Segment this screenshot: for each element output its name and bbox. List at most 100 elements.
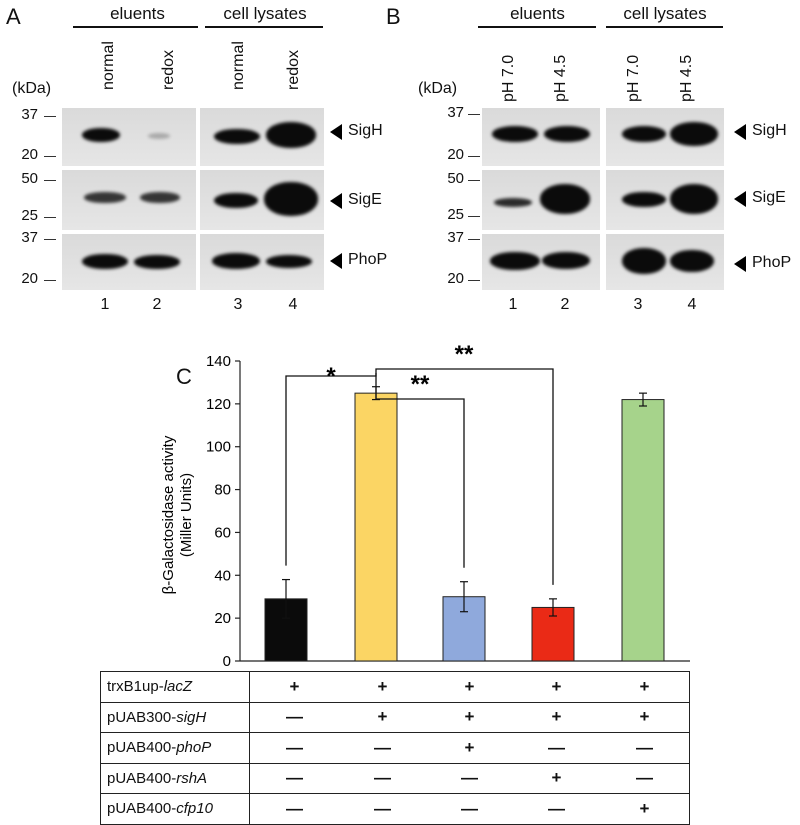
panel-b-lysates-header: cell lysates — [623, 4, 707, 23]
panel-a-protein-sigh: SigH — [348, 122, 383, 139]
panel-b-marker-25: 25 — [447, 206, 464, 223]
y-tick-label: 20 — [214, 610, 231, 627]
blot-b-lysates-sige — [606, 170, 724, 230]
blot-a-eluents-sige — [62, 170, 196, 230]
panel-a-lysates-header: cell lysates — [223, 4, 307, 23]
table-row: pUAB300-sigH — + + + + — [100, 701, 690, 733]
band — [494, 198, 532, 207]
panel-a-kda-label: (kDa) — [12, 80, 52, 97]
table-cell: + — [426, 701, 513, 733]
panel-b-lane-number: 3 — [633, 296, 643, 313]
row-label: pUAB300-sigH — [100, 701, 250, 733]
panel-a-marker-37b: 37 — [21, 229, 38, 246]
blot-a-eluents-sigh — [62, 108, 196, 166]
panel-a-marker-20b: 20 — [21, 270, 38, 287]
blot-b-lysates-sigh — [606, 108, 724, 166]
band — [82, 128, 120, 142]
blot-a-lysates-sigh — [200, 108, 324, 166]
panel-a-protein-sige: SigE — [348, 191, 382, 208]
panel-a-label: A — [6, 4, 21, 29]
band — [214, 193, 258, 208]
panel-a-tick — [44, 180, 56, 182]
row-label-prefix: pUAB300- — [107, 708, 177, 726]
panel-b-tick — [468, 180, 480, 182]
significance-label: ** — [411, 371, 430, 398]
table-cell: + — [512, 762, 600, 794]
panel-a-tick — [44, 280, 56, 282]
row-label-prefix: pUAB400- — [107, 769, 177, 787]
table-cell: + — [599, 701, 690, 733]
band — [622, 126, 666, 142]
panel-a-lysates-line — [205, 26, 323, 28]
arrow-icon — [330, 253, 342, 269]
blot-b-eluents-sige — [482, 170, 600, 230]
significance-label: ** — [455, 341, 474, 368]
row-label: pUAB400-cfp10 — [100, 793, 250, 825]
band — [544, 126, 590, 142]
blot-a-eluents-phop — [62, 234, 196, 290]
blot-b-eluents-phop — [482, 234, 600, 290]
table-cell: + — [426, 671, 513, 702]
arrow-icon — [734, 256, 746, 272]
blot-b-lysates-phop — [606, 234, 724, 290]
panel-b-lysates-line — [606, 26, 723, 28]
panel-a-marker-20: 20 — [21, 146, 38, 163]
band — [266, 255, 312, 268]
table-cell: + — [599, 793, 690, 825]
panel-a-lane-number: 3 — [233, 296, 243, 313]
table-cell: — — [249, 793, 340, 825]
panel-a-eluents-header: eluents — [110, 4, 165, 23]
band — [148, 133, 170, 139]
table-cell: — — [599, 762, 690, 794]
y-axis-label-line2: (Miller Units) — [178, 473, 195, 557]
panel-b-label: B — [386, 4, 401, 29]
band — [670, 250, 714, 272]
row-label-prefix: pUAB400- — [107, 739, 177, 757]
panel-b-marker-37b: 37 — [447, 229, 464, 246]
band — [540, 184, 590, 214]
panel-b-tick — [468, 280, 480, 282]
table-cell: — — [339, 732, 426, 763]
band — [264, 182, 318, 216]
y-tick-label: 80 — [214, 482, 231, 499]
table-cell: + — [599, 671, 690, 702]
table-cell: — — [426, 762, 513, 794]
row-label: pUAB400-rshA — [100, 762, 250, 794]
panel-c-label: C — [176, 364, 192, 389]
panel-b-protein-sigh: SigH — [752, 122, 787, 139]
table-row: pUAB400-rshA — — — + — — [100, 762, 690, 794]
table-cell: — — [339, 793, 426, 825]
panel-b-marker-37: 37 — [447, 104, 464, 121]
band — [266, 122, 316, 148]
y-tick-label: 0 — [223, 653, 231, 670]
table-row: pUAB400-cfp10— — — — + — [100, 793, 690, 825]
band — [140, 192, 180, 203]
panel-a-marker-37: 37 — [21, 106, 38, 123]
y-tick-label: 140 — [206, 353, 231, 370]
panel-a-protein-phop: PhoP — [348, 251, 388, 268]
table-row: pUAB400-phoP — — + — — — [100, 732, 690, 763]
table-cell: + — [512, 701, 600, 733]
row-label: trxB1up-lacZ — [100, 671, 250, 702]
table-cell: — — [426, 793, 513, 825]
table-cell: — — [249, 732, 340, 763]
table-cell: — — [249, 701, 340, 733]
panel-a-tick — [44, 156, 56, 158]
table-row: trxB1up-lacZ + + + + + — [100, 671, 690, 702]
significance-label: * — [326, 363, 336, 390]
y-tick-label: 100 — [206, 439, 231, 456]
table-cell: + — [249, 671, 340, 702]
band — [670, 184, 718, 214]
table-cell: — — [512, 793, 600, 825]
bar — [354, 392, 398, 662]
panel-b-marker-20b: 20 — [447, 270, 464, 287]
blot-a-lysates-phop — [200, 234, 324, 290]
y-tick-label: 40 — [214, 567, 231, 584]
band — [490, 252, 540, 270]
table-cell: — — [339, 762, 426, 794]
panel-b-protein-sige: SigE — [752, 189, 786, 206]
panel-a-marker-50: 50 — [21, 170, 38, 187]
panel-b-marker-20: 20 — [447, 146, 464, 163]
blot-b-eluents-sigh — [482, 108, 600, 166]
panel-b-lane-number: 1 — [508, 296, 518, 313]
